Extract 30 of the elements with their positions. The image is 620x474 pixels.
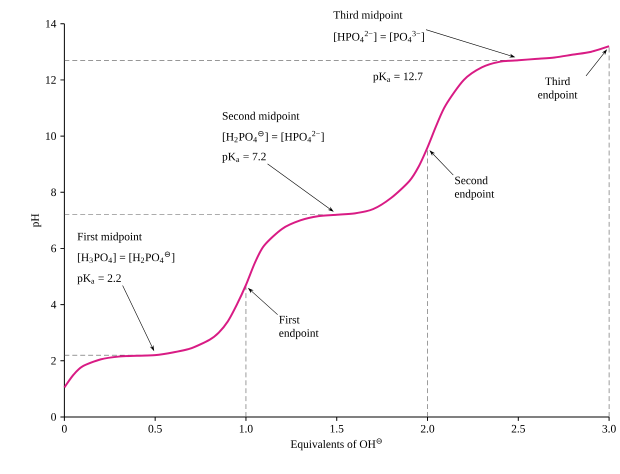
x-tick-label: 2.0 (420, 424, 434, 432)
annotation: pK$_{a}$ = 7.2 (222, 152, 266, 163)
x-tick-label: 1.5 (330, 424, 344, 432)
y-axis-title: pH (31, 214, 42, 227)
annotation: pK$_{a}$ = 2.2 (77, 274, 121, 284)
y-tick-label: 0 (51, 412, 56, 421)
annotation: Third endpoint (538, 76, 578, 101)
y-tick-label: 8 (51, 188, 56, 196)
x-axis-title: Equivalents of OH$^{⊖}$ (290, 438, 382, 450)
annotation: First midpoint (77, 232, 142, 243)
annotation: First endpoint (279, 316, 319, 339)
line-series (63, 45, 610, 388)
text: [H$_{2}$PO$_{4}$$^{⊖}$] = [HPO$_{4}$$^{2−}$] (222, 130, 324, 142)
x-tick-label: 0.5 (148, 424, 162, 432)
y-tick-label: 4 (50, 300, 56, 308)
annotation: pK$_{a}$ = 12.7 (373, 72, 423, 82)
x-tick-label: 2.5 (512, 424, 525, 432)
x-tick-label: 1.0 (240, 424, 253, 432)
y-tick-label: 2 (51, 356, 56, 364)
y-tick-label: 12 (46, 76, 56, 84)
x-tick-label: 3.0 (602, 424, 616, 432)
text: Third midpoint (334, 10, 403, 21)
y-tick-label: 10 (46, 132, 56, 140)
annotation: [HPO$_{4}$$^{2−}$] = [PO$_{4}$$^{3−}$] (334, 30, 424, 42)
annotation: Second midpoint (222, 112, 300, 122)
y-tick-label: 14 (46, 20, 56, 28)
text: [H$_{3}$PO$_{4}$] = [H$_{2}$PO$_{4}$$^{⊖}$] (78, 251, 174, 263)
annotation: Second endpoint (454, 176, 494, 200)
x-tick-label: 0 (62, 424, 67, 432)
y-tick-label: 6 (51, 244, 56, 252)
